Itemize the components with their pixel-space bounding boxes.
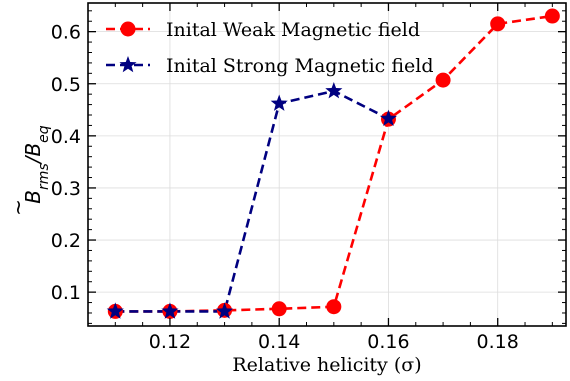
data-point-weak-field	[544, 8, 560, 24]
legend-label-weak-field: Inital Weak Magnetic field	[166, 19, 420, 41]
y-axis-label: Brms/Beq ~	[6, 125, 52, 216]
x-tick-label: 0.14	[258, 331, 300, 353]
series-layer	[106, 8, 560, 319]
data-point-weak-field	[490, 16, 506, 32]
plot-frame	[87, 2, 567, 327]
y-tick-label: 0.3	[51, 178, 81, 200]
legend-marker-strong-field	[119, 56, 137, 73]
axis-ticks: 0.12 0.14 0.16 0.18 0.1 0.2 0.3 0.4 0.5 0.6	[51, 3, 566, 353]
y-tick-label: 0.1	[51, 282, 81, 304]
y-axis-label-sub-eq: eq	[36, 125, 52, 143]
y-tick-label: 0.6	[51, 22, 81, 44]
legend-marker-weak-field	[120, 21, 136, 37]
y-axis-label-sub-rms: rms	[36, 163, 52, 190]
x-tick-label: 0.12	[149, 331, 191, 353]
grid-lines	[88, 3, 566, 326]
x-tick-label: 0.16	[367, 331, 409, 353]
y-axis-label-slash: /B	[21, 143, 45, 165]
y-tick-label: 0.5	[51, 74, 81, 96]
data-point-strong-field	[216, 302, 234, 319]
legend-item-strong-field: Inital Strong Magnetic field	[106, 55, 433, 77]
data-point-strong-field	[106, 302, 124, 319]
x-axis-label: Relative helicity (σ)	[232, 354, 421, 376]
data-point-weak-field	[271, 301, 287, 317]
y-tick-label: 0.2	[51, 230, 81, 252]
y-axis-label-main: B	[21, 190, 45, 204]
x-tick-label: 0.18	[477, 331, 519, 353]
legend: Inital Weak Magnetic field Inital Strong …	[106, 19, 433, 77]
data-point-strong-field	[270, 94, 288, 111]
data-point-strong-field	[325, 82, 343, 99]
data-point-weak-field	[435, 72, 451, 88]
y-axis-label-tilde: ~	[6, 199, 30, 216]
data-point-weak-field	[326, 299, 342, 315]
legend-item-weak-field: Inital Weak Magnetic field	[106, 19, 420, 41]
data-point-strong-field	[379, 109, 398, 126]
svg-text:Brms/Beq: Brms/Beq	[21, 125, 52, 204]
data-point-strong-field	[161, 302, 179, 319]
legend-label-strong-field: Inital Strong Magnetic field	[166, 55, 433, 77]
series-line-strong-field	[115, 89, 390, 313]
y-tick-label: 0.4	[51, 126, 81, 148]
